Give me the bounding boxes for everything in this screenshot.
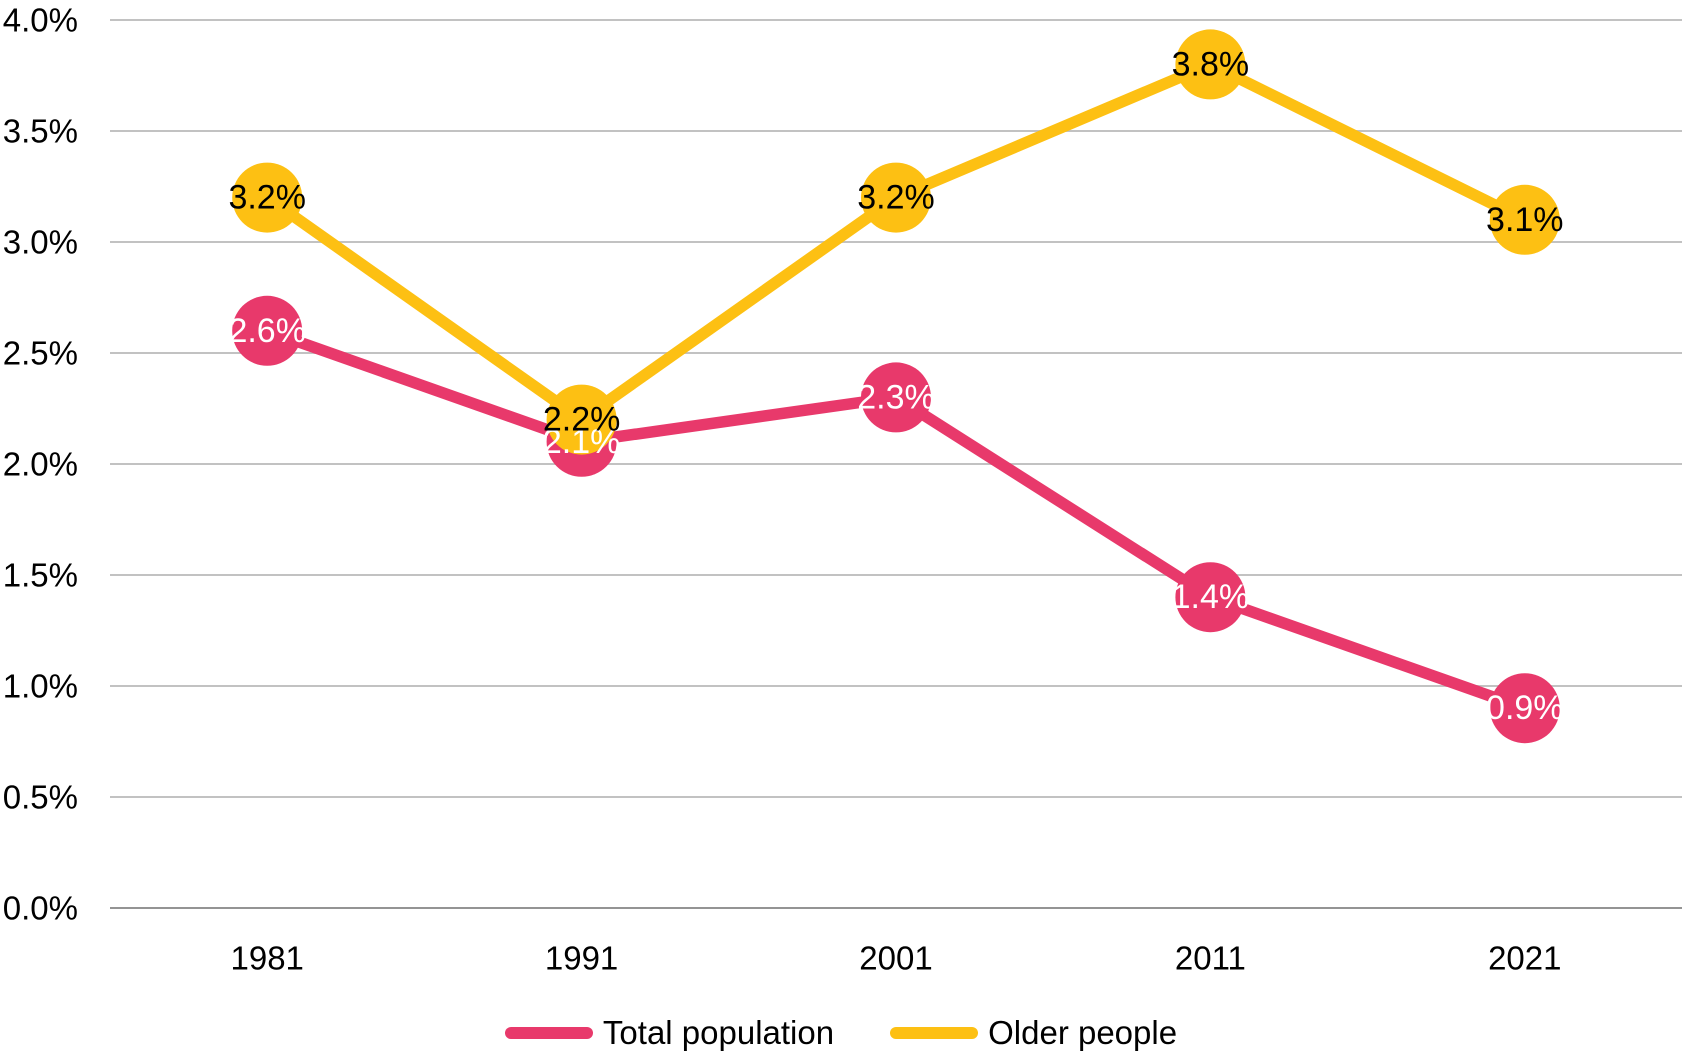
y-tick-label: 3.5% <box>3 113 78 150</box>
x-tick-label: 1991 <box>545 940 618 977</box>
data-point-label: 2.3% <box>857 378 935 416</box>
data-point-label: 0.9% <box>1486 689 1564 727</box>
y-tick-label: 3.0% <box>3 224 78 261</box>
data-point-label: 2.6% <box>228 312 306 350</box>
data-point-marker-older-people <box>861 162 931 233</box>
x-tick-label: 2001 <box>859 940 932 977</box>
data-point-label: 3.2% <box>857 179 935 217</box>
gridlines <box>110 19 1682 909</box>
data-point-label: 2.2% <box>543 401 621 439</box>
data-point-marker-older-people <box>232 162 303 233</box>
data-point-label: 2.1% <box>543 423 621 461</box>
x-tick-label: 1981 <box>230 940 303 977</box>
legend-item-older-people: Older people <box>890 1014 1177 1052</box>
chart-legend: Total population Older people <box>0 1014 1682 1052</box>
data-point-labels: 2.6% 2.1% 2.3% 1.4% 0.9% 3.2% 2.2% 3.2% 3.8% 3.1% <box>228 45 1563 727</box>
data-point-marker-older-people <box>546 384 617 455</box>
data-point-marker-total-population <box>1175 562 1246 633</box>
y-axis-tick-labels: 0.0% 0.5% 1.0% 1.5% 2.0% 2.5% 3.0% 3.5% 4.0% <box>3 2 78 927</box>
data-point-marker-older-people <box>1489 184 1560 255</box>
series-older-people <box>232 29 1560 455</box>
legend-swatch-total-population <box>504 1027 593 1039</box>
legend-item-total-population: Total population <box>504 1014 835 1052</box>
y-tick-label: 0.0% <box>3 890 78 927</box>
legend-swatch-older-people <box>890 1027 979 1039</box>
data-point-marker-total-population <box>1489 673 1560 744</box>
legend-label-total-population: Total population <box>602 1014 835 1051</box>
y-tick-label: 2.0% <box>3 446 78 483</box>
y-tick-label: 4.0% <box>3 2 78 39</box>
x-tick-label: 2011 <box>1175 940 1246 977</box>
legend-label-older-people: Older people <box>988 1014 1178 1051</box>
data-point-label: 3.2% <box>228 179 306 217</box>
data-point-marker-older-people <box>1175 29 1246 100</box>
data-point-marker-total-population <box>232 295 303 366</box>
plot-area: 0.0% 0.5% 1.0% 1.5% 2.0% 2.5% 3.0% 3.5% 4.0% 1981… <box>3 2 1682 977</box>
data-point-label: 3.8% <box>1172 45 1250 83</box>
data-point-marker-total-population <box>861 362 931 433</box>
y-tick-label: 0.5% <box>3 779 78 816</box>
y-tick-label: 2.5% <box>3 335 78 372</box>
series-total-population <box>232 295 1560 744</box>
data-point-label: 3.1% <box>1486 201 1564 239</box>
x-tick-label: 2021 <box>1488 940 1561 977</box>
data-point-label: 1.4% <box>1172 578 1250 616</box>
x-axis-tick-labels: 1981 1991 2001 2011 2021 <box>230 940 1561 977</box>
y-tick-label: 1.5% <box>3 557 78 594</box>
y-tick-label: 1.0% <box>3 668 78 705</box>
